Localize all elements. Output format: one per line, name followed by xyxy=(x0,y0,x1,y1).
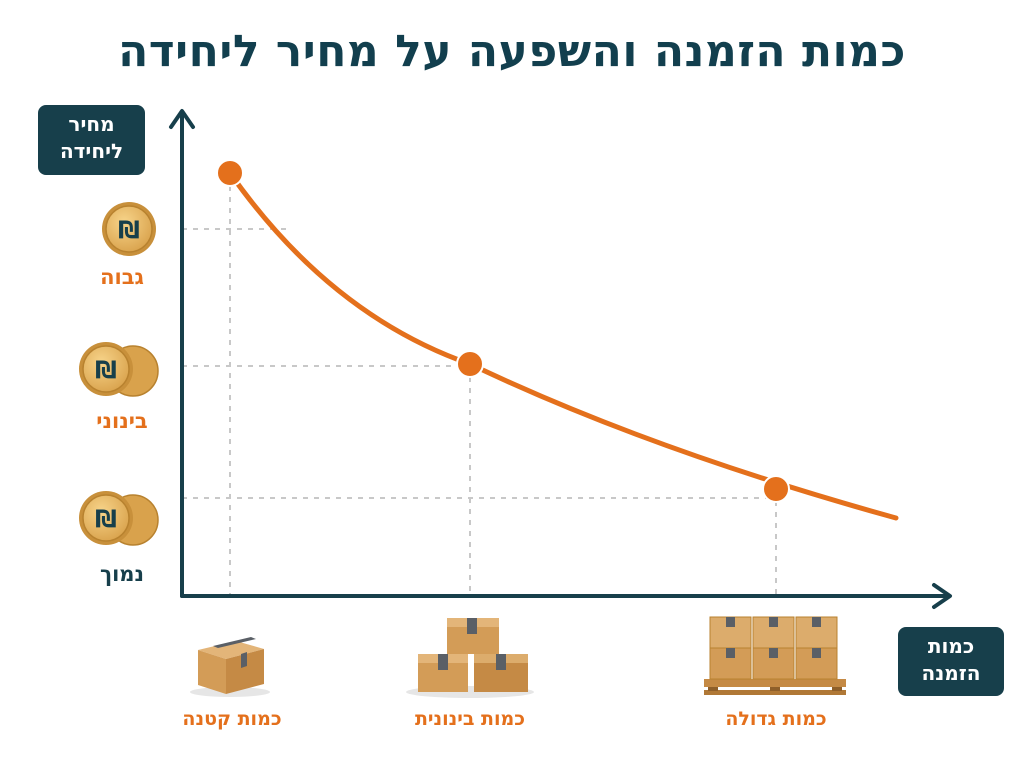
price-label-medium: בינוני xyxy=(96,409,148,433)
box-stack-icon xyxy=(406,618,534,698)
single-box-icon xyxy=(190,637,270,697)
x-axis-label: כמות הזמנה xyxy=(898,627,1004,696)
x-axis-label-line1: כמות xyxy=(927,634,975,658)
curve-point-medium-qty xyxy=(456,350,484,378)
page-title: כמות הזמנה והשפעה על מחיר ליחידה xyxy=(118,26,906,77)
quantity-label-medium: כמות בינונית xyxy=(414,708,526,730)
y-axis-label-line1: מחיר xyxy=(68,112,115,136)
y-axis-arrow xyxy=(169,109,195,129)
double-shekel-coin-icon: ₪ xyxy=(79,491,159,546)
x-axis-label-line2: הזמנה xyxy=(921,661,981,685)
double-shekel-coin-icon: ₪ xyxy=(79,342,159,397)
guide-lines xyxy=(182,175,777,596)
y-axis-label-line2: ליחידה xyxy=(59,139,124,163)
curve-point-large-qty xyxy=(762,475,790,503)
curve-point-small-qty xyxy=(216,159,244,187)
single-shekel-coin-icon: ₪ xyxy=(102,202,156,256)
coin-symbol: ₪ xyxy=(95,505,117,533)
y-axis-label: מחיר ליחידה xyxy=(38,105,145,175)
price-label-high: גבוה xyxy=(100,265,144,289)
price-curve xyxy=(227,170,899,521)
price-label-low: נמוך xyxy=(99,562,145,586)
quantity-label-large: כמות גדולה xyxy=(725,708,827,730)
pallet-boxes-icon xyxy=(704,616,846,695)
quantity-label-small: כמות קטנה xyxy=(182,708,282,730)
coin-symbol: ₪ xyxy=(95,356,117,384)
x-axis-arrow xyxy=(932,583,952,609)
coin-symbol: ₪ xyxy=(118,216,140,244)
axes xyxy=(169,109,952,609)
